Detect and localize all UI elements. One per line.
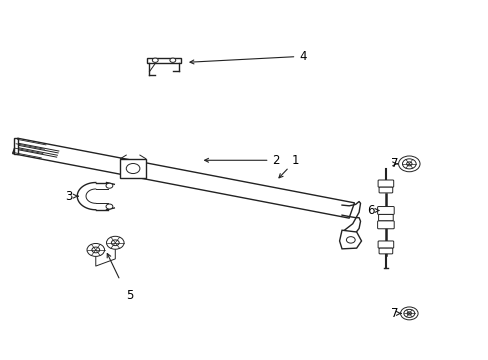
Text: 7: 7 (390, 307, 401, 320)
Circle shape (400, 307, 417, 320)
Circle shape (407, 312, 410, 315)
Circle shape (87, 243, 104, 256)
Text: 5: 5 (126, 289, 133, 302)
Circle shape (152, 58, 158, 62)
Circle shape (106, 204, 113, 209)
FancyBboxPatch shape (377, 241, 393, 248)
FancyBboxPatch shape (147, 58, 180, 63)
Circle shape (398, 156, 419, 172)
Circle shape (402, 159, 415, 169)
FancyBboxPatch shape (377, 180, 393, 187)
Text: 3: 3 (65, 190, 78, 203)
FancyBboxPatch shape (120, 159, 145, 179)
Circle shape (406, 162, 411, 166)
FancyBboxPatch shape (378, 215, 392, 221)
Circle shape (106, 183, 113, 188)
FancyBboxPatch shape (378, 187, 392, 193)
Circle shape (92, 247, 100, 253)
Circle shape (169, 58, 175, 62)
Circle shape (126, 163, 140, 174)
Text: 6: 6 (367, 204, 378, 217)
Polygon shape (14, 138, 18, 154)
Text: 4: 4 (190, 50, 306, 64)
Text: 7: 7 (390, 157, 398, 170)
FancyBboxPatch shape (377, 221, 393, 229)
Circle shape (403, 309, 414, 318)
Polygon shape (339, 230, 361, 249)
Text: 1: 1 (278, 154, 299, 178)
FancyBboxPatch shape (377, 207, 393, 215)
Circle shape (106, 236, 124, 249)
Text: 2: 2 (204, 154, 279, 167)
Circle shape (111, 240, 119, 246)
Circle shape (346, 237, 354, 243)
Polygon shape (13, 138, 354, 218)
FancyBboxPatch shape (378, 248, 392, 254)
